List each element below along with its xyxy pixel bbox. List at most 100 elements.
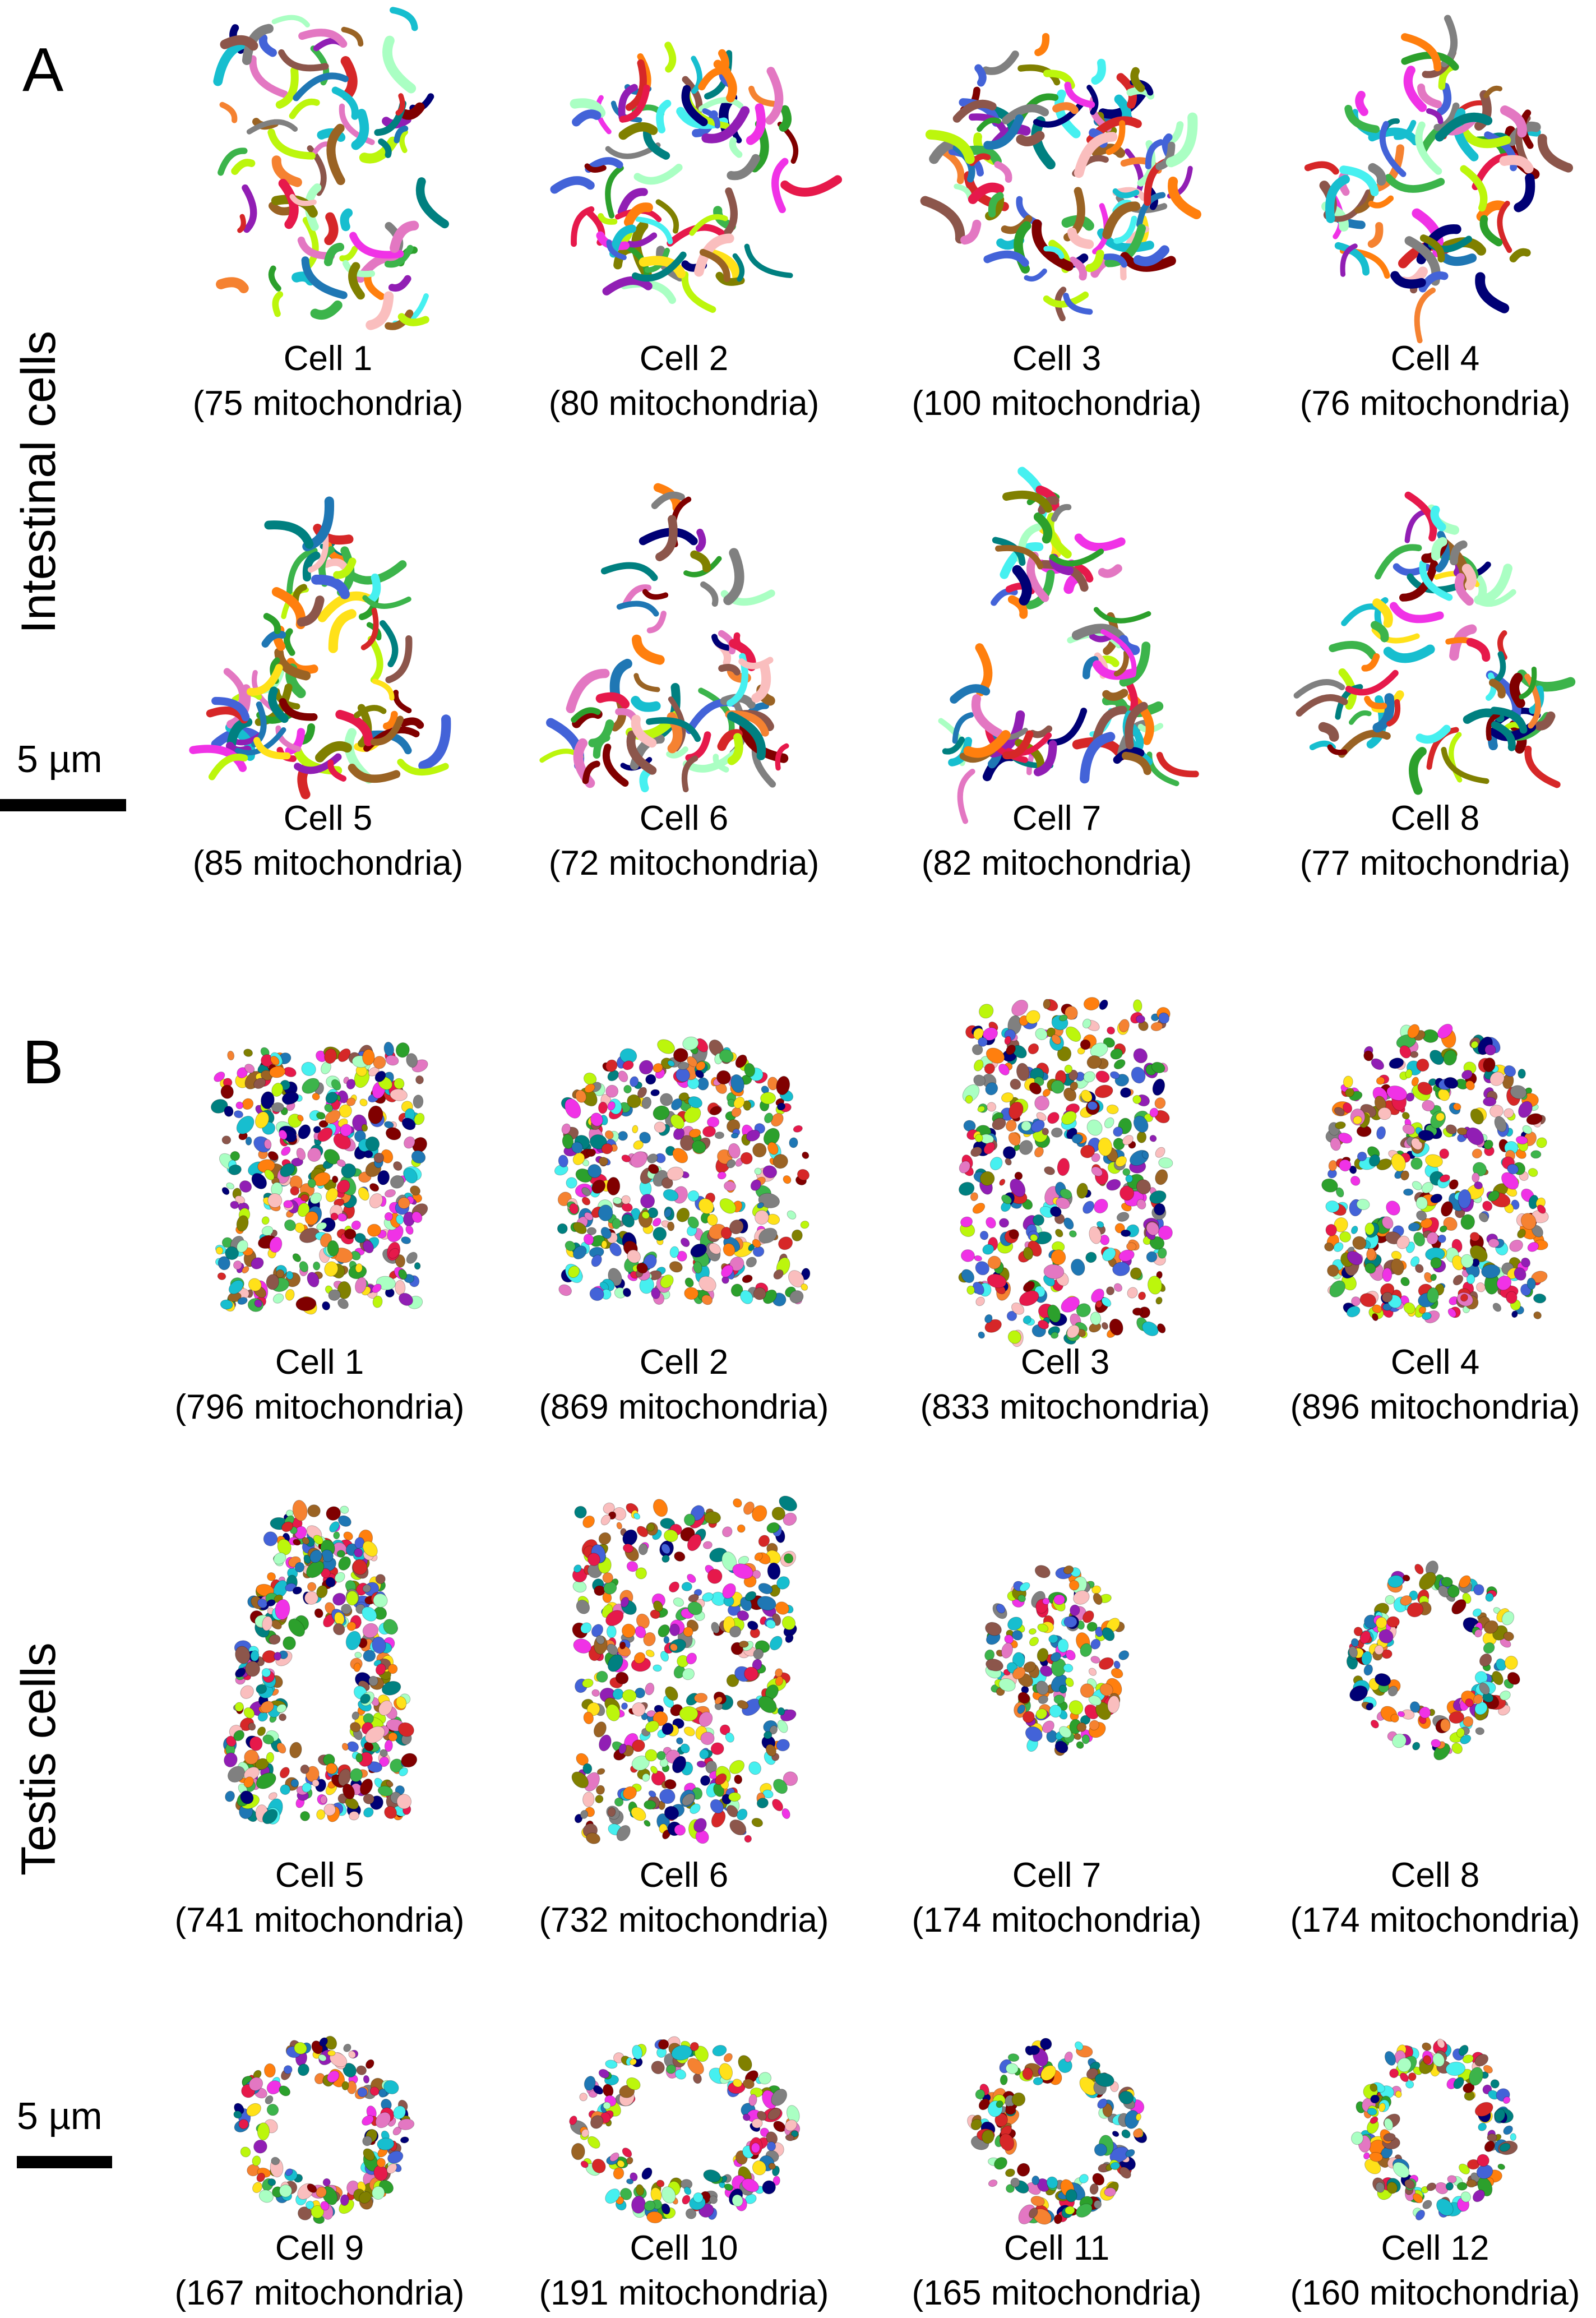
- mitochondrion: [1046, 1027, 1056, 1037]
- mitochondrion: [1133, 245, 1169, 266]
- mitochondrion: [362, 2115, 374, 2126]
- mitochondrion: [263, 1139, 272, 1149]
- mitochondrion: [702, 1592, 714, 1602]
- mitochondrion: [374, 1070, 386, 1082]
- mitochondrion: [244, 1064, 255, 1074]
- mitochondrion: [1438, 1585, 1450, 1597]
- mitochondrion: [279, 698, 318, 721]
- mitochondrion: [1407, 573, 1461, 594]
- mitochondria-count: (833 mitochondria): [920, 1388, 1210, 1426]
- mitochondria-render: [554, 1036, 811, 1306]
- mitochondria-render: [1321, 1023, 1549, 1323]
- mitochondrion: [682, 1668, 695, 1680]
- mitochondrion: [653, 1664, 662, 1672]
- mitochondrion: [217, 1272, 226, 1280]
- mitochondrion: [363, 2148, 375, 2161]
- mitochondrion: [666, 2064, 677, 2074]
- mitochondrion: [723, 1243, 735, 1257]
- mitochondrion: [981, 2130, 994, 2144]
- mitochondria-render: [189, 496, 451, 800]
- mitochondrion: [1093, 1592, 1103, 1605]
- mitochondrion: [714, 1696, 723, 1705]
- mitochondrion: [373, 1152, 385, 1163]
- mitochondrion: [297, 595, 325, 627]
- mitochondrion: [238, 2119, 249, 2130]
- mitochondrion: [1119, 1185, 1135, 1201]
- mitochondrion: [242, 24, 274, 65]
- mitochondrion: [665, 1686, 678, 1701]
- mitochondrion: [1043, 291, 1089, 308]
- mitochondrion: [1102, 1627, 1115, 1641]
- mitochondrion: [758, 1583, 773, 1595]
- mitochondrion: [281, 1146, 291, 1156]
- mitochondrion: [307, 2183, 317, 2193]
- mitochondrion: [656, 99, 672, 133]
- mitochondrion: [1404, 2179, 1415, 2190]
- mitochondria-render: [211, 1041, 428, 1315]
- mitochondrion: [279, 1129, 288, 1140]
- mitochondrion: [1125, 1175, 1134, 1183]
- mitochondrion: [667, 1166, 684, 1181]
- mitochondrion: [356, 2065, 367, 2075]
- mitochondrion: [387, 2150, 404, 2164]
- mitochondrion: [623, 1287, 631, 1297]
- mitochondrion: [1425, 1154, 1443, 1168]
- mitochondrion: [693, 1693, 708, 1703]
- mitochondrion: [1098, 1137, 1113, 1156]
- mitochondrion: [318, 1120, 329, 1128]
- mitochondrion: [977, 117, 1001, 132]
- mitochondrion: [340, 56, 358, 101]
- mitochondrion: [267, 2178, 276, 2186]
- mitochondrion: [687, 1601, 703, 1615]
- mitochondrion: [337, 1281, 351, 1299]
- mitochondrion: [609, 658, 632, 700]
- mitochondrion: [664, 1806, 679, 1821]
- mitochondrion: [340, 2194, 349, 2206]
- mitochondrion: [1064, 2051, 1073, 2063]
- panel-a-caption-8: Cell 8 (77 mitochondria): [1250, 796, 1596, 886]
- cell-name: Cell 2: [639, 339, 729, 378]
- mitochondrion: [299, 1261, 309, 1272]
- mitochondrion: [383, 710, 398, 730]
- mitochondrion: [744, 1063, 756, 1077]
- mitochondrion: [1112, 1262, 1130, 1276]
- mitochondrion: [1023, 1246, 1034, 1260]
- mitochondrion: [755, 1210, 769, 1225]
- mitochondrion: [1431, 537, 1447, 561]
- mitochondrion: [1063, 293, 1093, 315]
- mitochondrion: [570, 98, 606, 118]
- mitochondrion: [589, 1287, 604, 1301]
- mitochondrion: [1001, 1642, 1013, 1659]
- mitochondrion: [596, 1768, 605, 1775]
- mitochondrion: [1507, 1671, 1520, 1685]
- mitochondrion: [1520, 1213, 1537, 1230]
- mitochondrion: [325, 1092, 338, 1104]
- mitochondrion: [622, 1689, 637, 1702]
- mitochondrion: [1445, 2182, 1454, 2191]
- mitochondrion: [783, 1771, 798, 1786]
- panel-b-caption-12: Cell 12 (160 mitochondria): [1250, 2226, 1596, 2316]
- mitochondrion: [766, 1522, 780, 1534]
- mitochondrion: [920, 196, 965, 244]
- mitochondrion: [1012, 1630, 1023, 1641]
- mitochondrion: [1327, 744, 1348, 755]
- mitochondrion: [1068, 1069, 1079, 1081]
- mitochondrion: [1435, 112, 1493, 142]
- mitochondrion: [1116, 1212, 1130, 1222]
- mitochondrion: [372, 1295, 383, 1308]
- mitochondrion: [1510, 1085, 1527, 1100]
- mitochondrion: [583, 1234, 594, 1245]
- mitochondrion: [1071, 1258, 1085, 1276]
- mitochondrion: [249, 55, 288, 98]
- mitochondrion: [1496, 1275, 1512, 1291]
- mitochondria-render: [1304, 15, 1574, 344]
- mitochondrion: [1065, 1677, 1074, 1687]
- mitochondrion: [227, 1766, 246, 1783]
- mitochondrion: [1384, 2051, 1396, 2066]
- mitochondrion: [609, 1243, 622, 1257]
- mitochondrion: [1370, 621, 1389, 643]
- mitochondrion: [1415, 1264, 1424, 1273]
- mitochondrion: [1499, 155, 1534, 174]
- mitochondrion: [621, 1155, 631, 1162]
- mitochondrion: [986, 1047, 1005, 1064]
